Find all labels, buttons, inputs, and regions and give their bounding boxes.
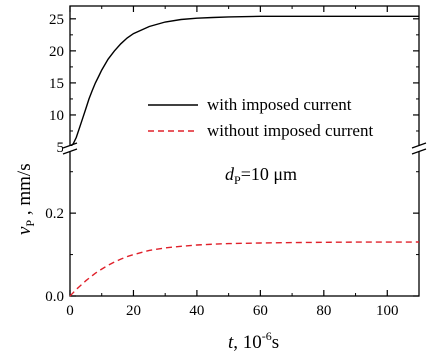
- x-tick-label: 60: [253, 303, 268, 319]
- y-axis-label-unit: , mm/s: [14, 163, 35, 219]
- y-tick-label-upper: 15: [49, 76, 64, 92]
- x-axis-label-tail: s: [272, 332, 279, 353]
- y-axis-label-main: v: [14, 226, 35, 235]
- axis-break-slash: [411, 148, 427, 155]
- series-group: [69, 15, 420, 297]
- x-tick-label: 40: [189, 303, 204, 319]
- plot-frame: [69, 5, 420, 297]
- axis-break-gap: [63, 146, 77, 152]
- x-tick-label: 80: [316, 303, 331, 319]
- annotation-main: d: [225, 164, 235, 184]
- y-tick-label-lower: 0.0: [45, 289, 64, 305]
- y-tick-label-lower: 0.2: [45, 206, 64, 222]
- x-axis-label-main: t: [228, 332, 234, 353]
- y-tick-label-upper: 20: [49, 44, 64, 60]
- x-tick-label: 20: [126, 303, 141, 319]
- y-tick-label-upper: 5: [57, 140, 65, 156]
- series-line-with-current: [69, 15, 419, 148]
- x-tick-label: 0: [66, 303, 74, 319]
- x-axis-label-unit: , 10: [233, 332, 262, 353]
- series-line-without-current: [69, 241, 420, 297]
- axis-break-slash: [411, 142, 427, 149]
- x-axis-label: t, 10-6s: [228, 329, 279, 353]
- axis-break-marks: [62, 142, 427, 155]
- plot-area: [69, 5, 420, 297]
- ticks: 0 20 40 60 80 100 5 10 15 20 25 0.0 0.2: [45, 6, 419, 319]
- y-axis-label: vP , mm/s: [14, 163, 37, 235]
- annotation-tail: =10 μm: [241, 164, 297, 184]
- legend-label-with-current: with imposed current: [207, 95, 352, 114]
- axis-break-slash: [62, 148, 78, 155]
- x-tick-label: 100: [376, 303, 399, 319]
- y-tick-label-upper: 25: [49, 12, 64, 28]
- y-tick-label-upper: 10: [49, 108, 64, 124]
- legend: with imposed current without imposed cur…: [148, 95, 373, 140]
- particle-diameter-annotation: dP=10 μm: [225, 164, 297, 187]
- x-axis-label-exp: -6: [262, 329, 272, 343]
- legend-label-without-current: without imposed current: [207, 121, 373, 140]
- axis-break-gap: [412, 146, 426, 152]
- annotation-sub: P: [234, 173, 241, 187]
- y-axis-label-sub: P: [23, 220, 37, 227]
- axis-break-slash: [62, 142, 78, 149]
